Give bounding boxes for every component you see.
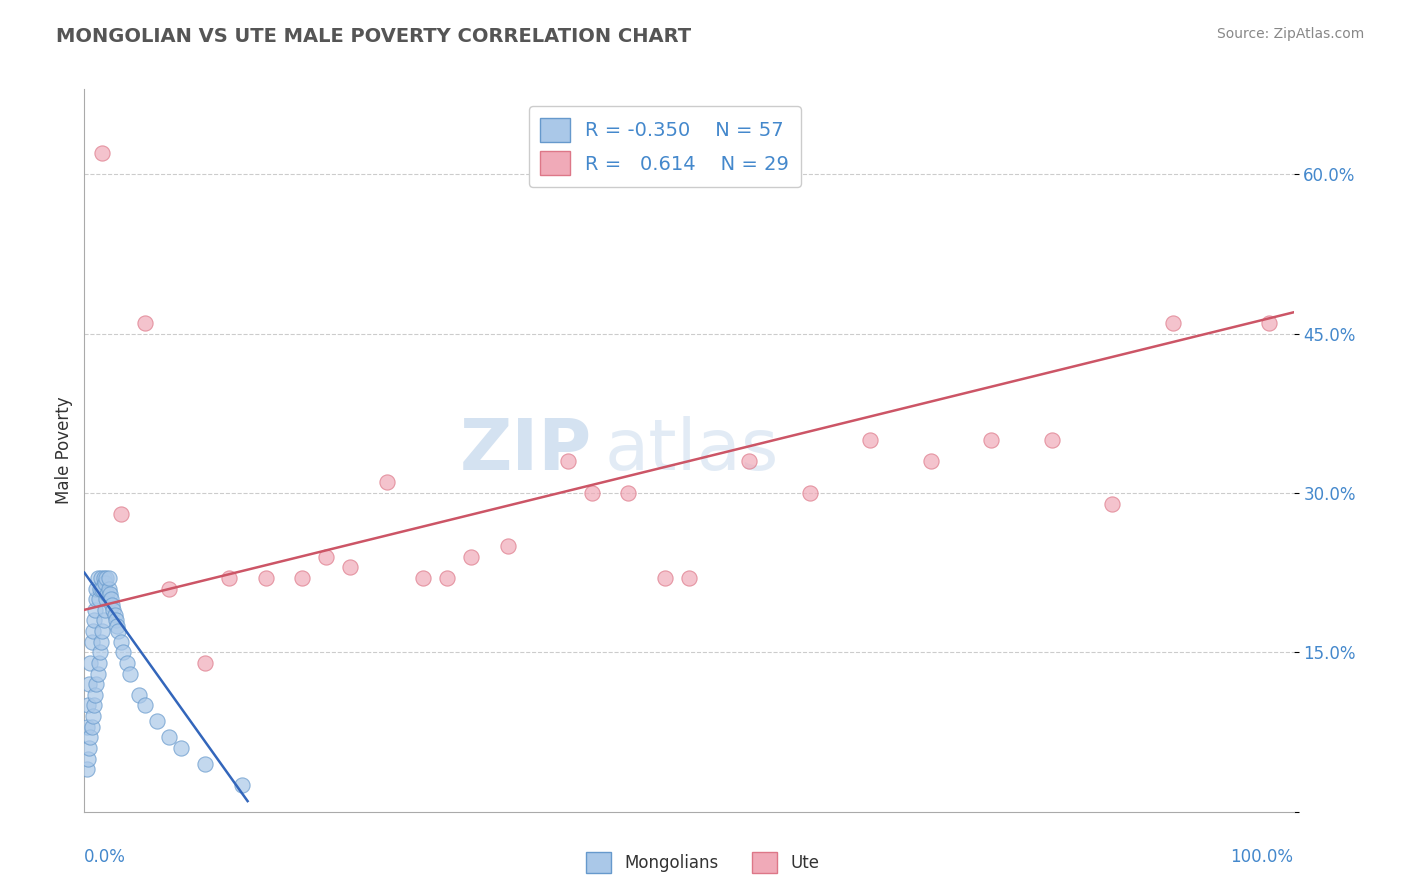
Point [79, 731, 101, 745]
Point [859, 433, 882, 447]
Point [654, 571, 676, 585]
Point [76, 762, 98, 776]
Point [157, 731, 180, 745]
Point [110, 507, 132, 521]
Point [460, 549, 482, 564]
Point [86, 677, 108, 691]
Point [112, 645, 135, 659]
Point [194, 756, 217, 771]
Text: Source: ZipAtlas.com: Source: ZipAtlas.com [1216, 27, 1364, 41]
Point [1161, 316, 1184, 330]
Point [128, 688, 150, 702]
Point [83, 614, 105, 628]
Point [101, 598, 124, 612]
Point [1040, 433, 1063, 447]
Point [94, 576, 117, 591]
Y-axis label: Male Poverty: Male Poverty [55, 397, 73, 504]
Point [87, 656, 110, 670]
Text: 0.0%: 0.0% [84, 847, 127, 866]
Point [87, 592, 110, 607]
Point [97, 571, 120, 585]
Point [339, 560, 361, 574]
Point [107, 624, 129, 639]
Point [104, 614, 127, 628]
Point [231, 778, 253, 792]
Point [97, 582, 120, 596]
Point [920, 454, 942, 468]
Point [105, 619, 128, 633]
Point [77, 741, 100, 756]
Point [76, 720, 98, 734]
Point [617, 486, 640, 500]
Point [100, 592, 122, 607]
Text: MONGOLIAN VS UTE MALE POVERTY CORRELATION CHART: MONGOLIAN VS UTE MALE POVERTY CORRELATIO… [56, 27, 692, 45]
Point [103, 603, 125, 617]
Point [134, 316, 156, 330]
Point [77, 751, 100, 765]
Text: 100.0%: 100.0% [1230, 847, 1294, 866]
Legend: R = -0.350    N = 57, R =   0.614    N = 29: R = -0.350 N = 57, R = 0.614 N = 29 [529, 106, 801, 186]
Point [1258, 316, 1281, 330]
Point [91, 145, 114, 160]
Point [170, 741, 193, 756]
Point [194, 656, 217, 670]
Point [94, 571, 117, 585]
Point [84, 688, 107, 702]
Point [93, 614, 115, 628]
Point [86, 571, 108, 585]
Point [134, 698, 156, 713]
Point [120, 666, 142, 681]
Point [254, 571, 277, 585]
Point [84, 603, 107, 617]
Point [157, 582, 180, 596]
Point [86, 666, 108, 681]
Legend: Mongolians, Ute: Mongolians, Ute [579, 846, 827, 880]
Point [90, 571, 112, 585]
Point [218, 571, 240, 585]
Point [94, 603, 117, 617]
Point [80, 720, 103, 734]
Point [436, 571, 458, 585]
Point [86, 582, 108, 596]
Point [79, 656, 101, 670]
Text: atlas: atlas [605, 416, 779, 485]
Point [557, 454, 579, 468]
Point [799, 486, 821, 500]
Point [80, 634, 103, 648]
Point [980, 433, 1002, 447]
Point [91, 624, 114, 639]
Point [89, 582, 111, 596]
Text: ZIP: ZIP [460, 416, 592, 485]
Point [115, 656, 138, 670]
Point [90, 634, 112, 648]
Point [291, 571, 314, 585]
Point [89, 645, 111, 659]
Point [581, 486, 603, 500]
Point [678, 571, 700, 585]
Point [94, 592, 117, 607]
Point [146, 714, 169, 729]
Point [77, 698, 100, 713]
Point [82, 624, 104, 639]
Point [86, 592, 108, 607]
Point [104, 608, 127, 623]
Point [412, 571, 434, 585]
Point [91, 582, 114, 596]
Point [496, 539, 519, 553]
Point [77, 677, 100, 691]
Point [83, 698, 105, 713]
Point [82, 709, 104, 723]
Point [98, 587, 121, 601]
Point [315, 549, 337, 564]
Point [110, 634, 132, 648]
Point [93, 571, 115, 585]
Point [375, 475, 398, 490]
Point [1101, 497, 1123, 511]
Point [96, 587, 118, 601]
Point [738, 454, 761, 468]
